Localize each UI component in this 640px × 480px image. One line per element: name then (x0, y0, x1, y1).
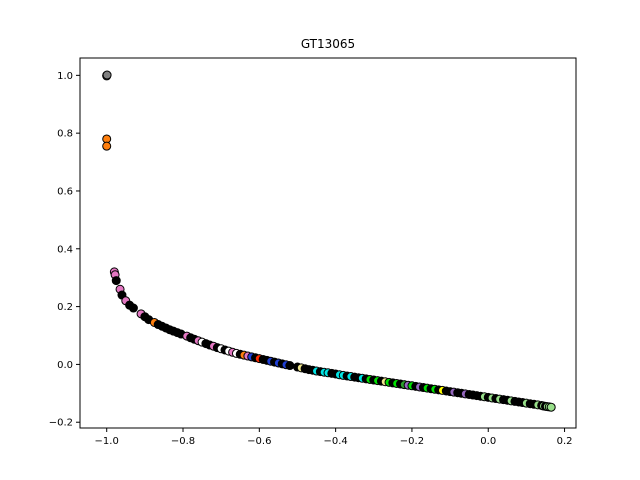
x-tick-label: −0.6 (247, 436, 271, 447)
x-tick-label: −1.0 (95, 436, 119, 447)
data-point (102, 70, 112, 80)
x-tick-label: −0.2 (400, 436, 424, 447)
y-tick-label: 0.4 (57, 244, 73, 255)
x-tick-label: −0.8 (171, 436, 195, 447)
x-axis: −1.0 −0.8 −0.6 −0.4 −0.2 0.0 0.2 (95, 428, 573, 447)
data-point (546, 402, 556, 412)
x-tick-label: 0.0 (480, 436, 496, 447)
y-tick-label: 0.2 (57, 302, 73, 313)
y-tick-label: 0.0 (57, 360, 73, 371)
y-tick-label: 1.0 (57, 71, 73, 82)
data-point (128, 303, 138, 313)
y-tick-label: −0.2 (49, 418, 73, 429)
x-tick-label: −0.4 (323, 436, 347, 447)
y-tick-label: 0.6 (57, 186, 73, 197)
y-axis: −0.2 0.0 0.2 0.4 0.6 0.8 1.0 (49, 71, 80, 429)
x-tick-label: 0.2 (557, 436, 573, 447)
data-point (285, 361, 295, 371)
data-points (102, 70, 556, 412)
chart-title: GT13065 (301, 37, 355, 51)
data-point (111, 276, 121, 286)
data-point (102, 141, 112, 151)
plot-area-frame (79, 57, 577, 429)
y-tick-label: 0.8 (57, 129, 73, 140)
